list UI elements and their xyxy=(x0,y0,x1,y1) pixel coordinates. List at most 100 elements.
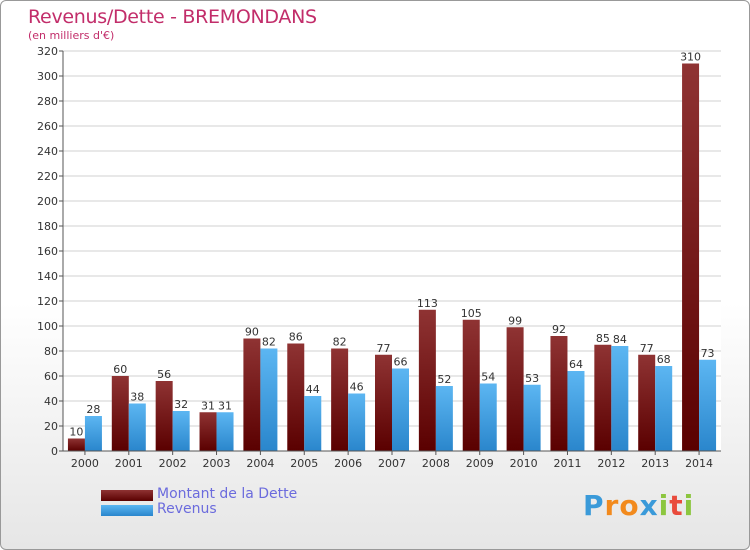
legend-label-revenue: Revenus xyxy=(157,501,217,517)
logo-letter: x xyxy=(639,489,659,522)
x-tick-label: 2001 xyxy=(115,457,143,470)
data-label-debt: 77 xyxy=(640,342,654,355)
bar-debt xyxy=(506,327,524,451)
bar-debt xyxy=(287,343,305,451)
bar-revenue xyxy=(128,403,146,451)
bar-debt xyxy=(155,381,173,451)
y-tick-label: 140 xyxy=(37,270,58,283)
data-label-debt: 85 xyxy=(596,332,610,345)
logo-letter: t xyxy=(669,489,684,522)
y-tick-label: 280 xyxy=(37,95,58,108)
x-tick-label: 2014 xyxy=(685,457,713,470)
bar-revenue xyxy=(392,368,409,451)
data-label-debt: 60 xyxy=(113,363,127,376)
bar-revenue xyxy=(655,366,673,451)
data-label-debt: 31 xyxy=(201,399,215,412)
data-label-revenue: 53 xyxy=(525,372,539,385)
bar-debt xyxy=(375,354,392,451)
logo-letter: P xyxy=(583,489,605,522)
y-tick-label: 200 xyxy=(37,195,58,208)
data-label-revenue: 46 xyxy=(350,381,364,394)
y-tick-label: 100 xyxy=(37,320,58,333)
x-tick-label: 2013 xyxy=(641,457,669,470)
data-label-revenue: 38 xyxy=(130,391,144,404)
data-label-revenue: 44 xyxy=(306,383,320,396)
x-tick-label: 2007 xyxy=(378,457,406,470)
bar-debt xyxy=(462,319,480,451)
y-tick-label: 160 xyxy=(37,245,58,258)
data-label-revenue: 84 xyxy=(613,333,627,346)
logo-letter: i xyxy=(658,489,670,522)
data-label-revenue: 52 xyxy=(437,373,451,386)
bar-revenue xyxy=(172,411,190,451)
bar-debt xyxy=(331,348,349,451)
y-tick-label: 260 xyxy=(37,120,58,133)
data-label-revenue: 66 xyxy=(394,356,408,369)
y-tick-label: 80 xyxy=(44,345,58,358)
y-tick-label: 180 xyxy=(37,220,58,233)
y-tick-label: 320 xyxy=(37,45,58,58)
bar-revenue xyxy=(567,371,585,451)
data-label-debt: 77 xyxy=(377,342,391,355)
x-tick-label: 2005 xyxy=(290,457,318,470)
data-label-debt: 310 xyxy=(680,51,701,64)
x-tick-label: 2006 xyxy=(334,457,362,470)
logo-letter: r xyxy=(604,489,620,522)
bar-revenue xyxy=(611,346,629,451)
bar-revenue xyxy=(699,359,717,451)
y-tick-label: 20 xyxy=(44,420,58,433)
data-label-debt: 86 xyxy=(289,331,303,344)
bar-debt xyxy=(638,354,656,451)
bar-revenue xyxy=(523,384,541,451)
legend-swatch-revenue xyxy=(101,505,153,516)
bar-revenue xyxy=(435,386,453,451)
data-label-debt: 82 xyxy=(333,336,347,349)
data-label-debt: 10 xyxy=(69,426,83,439)
bar-debt xyxy=(243,338,261,451)
data-label-revenue: 54 xyxy=(481,371,495,384)
data-label-revenue: 32 xyxy=(174,398,188,411)
data-label-debt: 99 xyxy=(508,314,522,327)
bar-revenue xyxy=(304,396,322,451)
x-tick-label: 2004 xyxy=(246,457,274,470)
logo-letter: i xyxy=(683,489,695,522)
bar-debt xyxy=(682,63,700,451)
y-tick-label: 220 xyxy=(37,170,58,183)
bar-debt xyxy=(199,412,217,451)
chart-title: Revenus/Dette - BREMONDANS xyxy=(28,6,317,28)
bar-debt xyxy=(550,336,568,451)
bar-revenue xyxy=(216,412,234,451)
bar-debt xyxy=(67,438,85,451)
x-tick-label: 2002 xyxy=(159,457,187,470)
data-label-revenue: 68 xyxy=(657,353,671,366)
y-tick-label: 0 xyxy=(51,445,58,458)
data-label-debt: 113 xyxy=(417,297,438,310)
data-label-revenue: 28 xyxy=(86,403,100,416)
x-tick-label: 2000 xyxy=(71,457,99,470)
chart-subtitle: (en milliers d'€) xyxy=(28,29,115,42)
bar-debt xyxy=(111,376,129,451)
bar-revenue xyxy=(348,393,366,451)
data-label-revenue: 31 xyxy=(218,399,232,412)
data-label-debt: 90 xyxy=(245,326,259,339)
legend-label-debt: Montant de la Dette xyxy=(157,486,298,502)
x-tick-label: 2011 xyxy=(553,457,581,470)
proxiti-logo: Proxiti xyxy=(583,489,694,522)
data-label-debt: 56 xyxy=(157,368,171,381)
y-tick-label: 60 xyxy=(44,370,58,383)
y-tick-label: 120 xyxy=(37,295,58,308)
x-tick-label: 2009 xyxy=(466,457,494,470)
y-tick-label: 300 xyxy=(37,70,58,83)
data-label-debt: 92 xyxy=(552,323,566,336)
y-tick-label: 40 xyxy=(44,395,58,408)
data-label-debt: 105 xyxy=(461,307,482,320)
data-label-revenue: 82 xyxy=(262,336,276,349)
bar-revenue xyxy=(479,383,497,451)
logo-letter: o xyxy=(619,489,640,522)
x-tick-label: 2008 xyxy=(422,457,450,470)
bar-debt xyxy=(594,344,612,451)
data-label-revenue: 73 xyxy=(701,347,715,360)
bar-revenue xyxy=(84,416,102,451)
